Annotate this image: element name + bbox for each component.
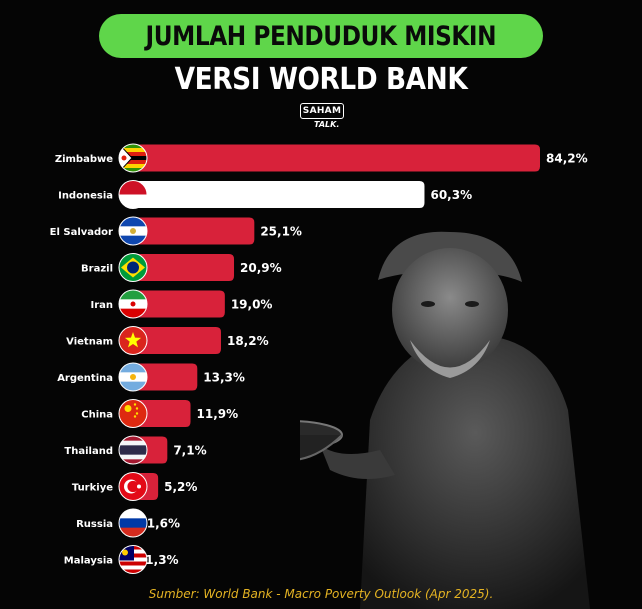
title-line-1: JUMLAH PENDUDUK MISKIN [145, 20, 497, 52]
value-label-turkiye: 5,2% [164, 480, 197, 494]
logo-text-bottom: TALK. [314, 120, 340, 129]
beggar-photo-icon [300, 231, 590, 609]
china-flag-icon [118, 399, 148, 428]
bar-group-malaysia: Malaysia 1,3% [64, 545, 179, 574]
title-line-2: VERSI WORLD BANK [174, 62, 468, 97]
el-salvador-flag-icon [118, 216, 148, 246]
category-label-brazil: Brazil [81, 264, 113, 275]
bar-group-thailand: Thailand 7,1% [64, 435, 207, 465]
value-label-vietnam: 18,2% [227, 334, 269, 348]
turkiye-flag-icon [118, 472, 148, 501]
source-note: Sumber: World Bank - Macro Poverty Outlo… [148, 587, 494, 601]
value-label-zimbabwe: 84,2% [546, 152, 588, 166]
value-label-china: 11,9% [197, 407, 239, 421]
value-label-malaysia: 1,3% [145, 553, 178, 567]
logo-text-top: SAHAM [302, 106, 342, 116]
category-label-vietnam: Vietnam [66, 337, 113, 348]
category-label-el-salvador: El Salvador [50, 227, 113, 238]
value-label-argentina: 13,3% [203, 371, 245, 385]
bar-group-turkiye: Turkiye 5,2% [72, 472, 197, 501]
value-label-brazil: 20,9% [240, 261, 282, 275]
sahamtalk-logo: SAHAM TALK. [300, 103, 344, 133]
russia-flag-icon [118, 508, 148, 538]
bar-group-china: China 11,9% [81, 399, 239, 428]
value-label-thailand: 7,1% [173, 444, 206, 458]
category-label-russia: Russia [76, 519, 113, 530]
category-label-thailand: Thailand [64, 446, 113, 457]
bar-iran [133, 290, 225, 318]
indonesia-flag-icon [118, 180, 148, 209]
category-label-china: China [81, 410, 113, 421]
category-label-zimbabwe: Zimbabwe [55, 154, 113, 165]
category-label-indonesia: Indonesia [58, 191, 113, 202]
bar-vietnam [133, 327, 221, 354]
malaysia-flag-icon [118, 545, 148, 574]
bar-group-zimbabwe: Zimbabwe 84,2% [55, 143, 588, 173]
logo-box: SAHAM [300, 103, 344, 119]
bar-group-argentina: Argentina 13,3% [57, 362, 245, 392]
value-label-indonesia: 60,3% [430, 188, 472, 202]
bar-group-el-salvador: El Salvador 25,1% [50, 216, 302, 246]
bar-group-brazil: Brazil 20,9% [81, 253, 282, 282]
bar-brazil [133, 254, 235, 281]
category-label-malaysia: Malaysia [64, 556, 113, 567]
bar-group-iran: Iran 19,0% [90, 289, 273, 319]
value-label-russia: 1,6% [147, 517, 180, 531]
bar-indonesia [133, 181, 425, 208]
title-banner: JUMLAH PENDUDUK MISKIN [99, 14, 543, 58]
bar-argentina [133, 363, 198, 391]
bar-group-indonesia: Indonesia 60,3% [58, 180, 472, 209]
thailand-flag-icon [118, 435, 148, 465]
bar-zimbabwe [133, 144, 540, 172]
zimbabwe-flag-icon [118, 143, 148, 173]
vietnam-flag-icon [118, 326, 148, 355]
bar-china [133, 400, 191, 427]
value-label-iran: 19,0% [231, 298, 273, 312]
category-label-argentina: Argentina [57, 373, 113, 384]
category-label-turkiye: Turkiye [72, 483, 113, 494]
iran-flag-icon [118, 289, 148, 319]
value-label-el-salvador: 25,1% [260, 225, 302, 239]
category-label-iran: Iran [90, 300, 113, 311]
brazil-flag-icon [118, 253, 148, 282]
bar-el-salvador [133, 217, 255, 245]
bar-group-russia: Russia 1,6% [76, 508, 180, 538]
argentina-flag-icon [118, 362, 148, 392]
bar-group-vietnam: Vietnam 18,2% [66, 326, 269, 355]
